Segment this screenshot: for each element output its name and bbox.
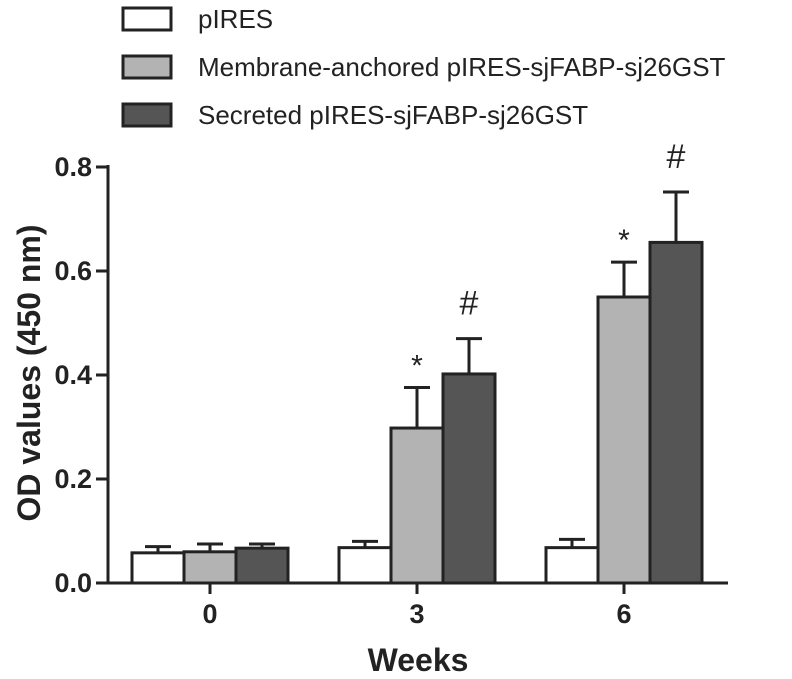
y-tick-label: 0.2 bbox=[54, 464, 92, 494]
legend-entry: Secreted pIRES-sjFABP-sj26GST bbox=[198, 100, 588, 130]
significance-mark: # bbox=[667, 138, 686, 176]
significance-mark: # bbox=[460, 285, 479, 323]
legend-swatch bbox=[121, 102, 173, 128]
bar bbox=[441, 372, 497, 585]
bar bbox=[234, 546, 290, 585]
legend-swatch bbox=[121, 54, 173, 80]
bar bbox=[337, 546, 393, 585]
y-axis: 0.0 0.2 0.4 0.6 0.8 bbox=[54, 152, 110, 598]
x-axis: 0 3 6 bbox=[107, 581, 728, 629]
legend: pIRES Membrane-anchored pIRES-sjFABP-sj26… bbox=[121, 4, 726, 130]
x-tick-label: 0 bbox=[202, 599, 217, 629]
y-tick-label: 0.8 bbox=[54, 152, 92, 182]
plot-area: * * # # bbox=[130, 138, 704, 585]
x-tick-label: 6 bbox=[616, 599, 631, 629]
y-tick-label: 0.4 bbox=[54, 360, 92, 390]
bar bbox=[130, 551, 186, 585]
bar bbox=[544, 546, 600, 585]
x-axis-label: Weeks bbox=[368, 642, 469, 678]
bar bbox=[182, 550, 238, 585]
legend-entry: pIRES bbox=[198, 4, 273, 34]
bar bbox=[389, 426, 445, 585]
bar bbox=[596, 295, 652, 585]
y-tick-label: 0.0 bbox=[54, 568, 92, 598]
bar bbox=[648, 240, 704, 585]
y-tick-label: 0.6 bbox=[54, 256, 92, 286]
legend-swatch bbox=[121, 6, 173, 32]
significance-mark: * bbox=[618, 224, 630, 257]
y-axis-label: OD values (450 nm) bbox=[11, 225, 47, 522]
significance-mark: * bbox=[411, 349, 423, 382]
legend-entry: Membrane-anchored pIRES-sjFABP-sj26GST bbox=[198, 52, 726, 82]
x-tick-label: 3 bbox=[409, 599, 424, 629]
